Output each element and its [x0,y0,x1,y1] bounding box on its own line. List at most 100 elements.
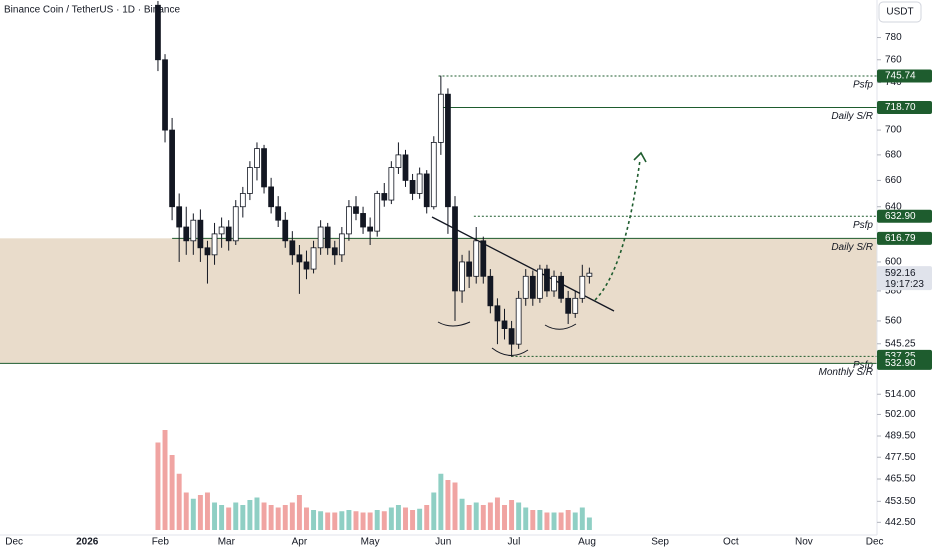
y-tick-label: 489.50 [885,431,916,442]
pattern-arc [544,323,577,330]
volume-bar [176,473,182,530]
currency[interactable]: USDT [886,7,913,18]
currency-button[interactable] [878,1,922,23]
volume-bar [254,497,260,530]
price-badge [877,231,932,245]
volume-bar [212,502,218,530]
candle-body [381,193,388,201]
x-tick-label: Feb [152,537,170,548]
y-tick-label: 465.50 [885,474,916,485]
y-tick-label: 442.50 [885,517,916,528]
candle-body [338,233,345,256]
volume-bar [572,512,578,530]
candle-body [522,275,529,299]
arrow-head [633,151,647,163]
volume-bar [353,511,359,530]
volume-bar [247,500,253,530]
candle-body [487,275,494,307]
candle-body [544,268,550,292]
candle-body [183,226,190,242]
pattern-arc [437,321,471,327]
volume-bar [565,510,571,530]
candle-body [155,4,161,61]
volume-bar [296,495,302,530]
volume-bar [346,510,352,530]
volume-bar [183,492,189,530]
candle-body [261,148,267,188]
candle-body [459,261,465,292]
x-tick-label: Jul [508,537,521,548]
price-badge-label: 616.79 [885,233,916,244]
volume-bar [530,510,536,530]
candle-body [317,226,324,249]
candle-body [572,297,579,314]
y-tick-label: 640 [885,201,902,212]
candle-body [353,206,359,214]
volume-bar [233,502,239,530]
volume-bar [190,498,196,530]
pattern-arc [491,347,529,356]
volume-bar [410,510,416,530]
level-note: Psfp [853,80,873,91]
candle-body [247,167,253,194]
volume-bar [544,512,550,530]
level-note: Daily S/R [831,111,873,122]
y-tick-label: 760 [885,54,902,65]
volume-bar [438,473,444,530]
x-tick-label: 2026 [76,537,99,548]
y-tick-label: 700 [885,125,902,136]
y-tick-label: 680 [885,150,902,161]
candle-body [360,213,366,228]
volume-bar [466,505,472,530]
candle-body [190,219,197,242]
level-note: Psfp [853,360,873,371]
candle-body [268,186,274,208]
volume-bar [579,507,585,530]
y-tick-label: 477.50 [885,452,916,463]
candle-body [225,226,232,242]
y-tick-label: 660 [885,175,902,186]
candle-body [536,268,543,299]
volume-bar [551,512,557,530]
volume-bar [452,482,458,530]
candle-body [473,240,480,277]
candle-body [423,173,430,208]
volume-bar [558,512,564,530]
candle-body [558,275,564,299]
candle-body [282,219,289,242]
candle-body [565,297,572,314]
candle-body [204,247,211,256]
candle-body [303,261,310,270]
y-tick-label: 580 [885,286,902,297]
volume-bar [459,498,465,530]
level-note: Daily S/R [831,242,873,253]
volume-bar [311,510,317,530]
candle-body [374,193,381,232]
candle-body [445,93,451,208]
price-badge-label: 718.70 [885,102,916,113]
candle-body [515,297,522,345]
volume-bar [268,505,274,530]
volume-bar [403,507,408,530]
level-note: Monthly S/R [819,367,873,378]
candle-body [430,141,437,208]
y-tick-label: 514.00 [885,389,916,400]
x-tick-label: Dec [5,537,23,548]
volume-bar [537,510,543,530]
candle-body [346,206,352,235]
volume-bar [226,507,232,530]
volume-bar [332,512,338,530]
candle-body [254,148,260,168]
y-tick-label: 560 [885,316,902,327]
candle-body [494,305,501,322]
candle-body [367,226,374,232]
candle-body [218,226,225,235]
volume-bar [516,502,522,530]
candle-body [197,219,204,249]
candle-body [331,247,338,256]
x-tick-label: Oct [723,537,739,548]
x-tick-label: Jun [435,537,451,548]
candle-body [508,328,515,345]
candle-body [296,254,303,263]
sr-zone [0,238,877,364]
